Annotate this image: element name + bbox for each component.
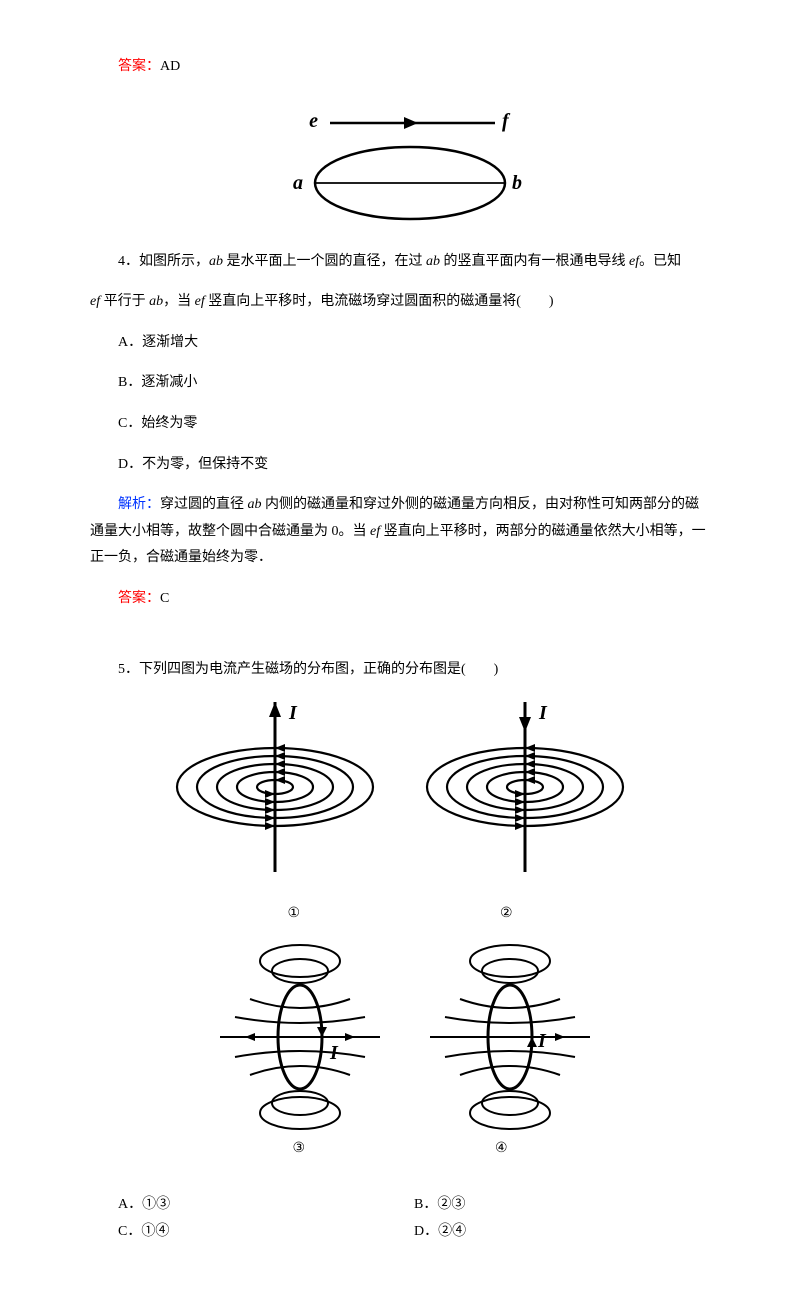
q4-stem-line2: ef 平行于 ab，当 ef 竖直向上平移时，电流磁场穿过圆面积的磁通量将( ) — [90, 289, 710, 316]
label-f: f — [502, 110, 511, 132]
answer-value: AD — [160, 59, 180, 74]
label-I4: I — [537, 1030, 547, 1052]
q5-optC: C．①④ — [118, 1219, 414, 1246]
q4-explain: 解析：穿过圆的直径 ab 内侧的磁通量和穿过外侧的磁通量方向相反，由对称性可知两… — [90, 492, 710, 572]
label-e: e — [309, 110, 318, 132]
fig-label-1: ① — [287, 901, 300, 928]
q5-stem: 5．下列四图为电流产生磁场的分布图，正确的分布图是( ) — [90, 657, 710, 684]
q3-answer: 答案：AD — [90, 54, 710, 81]
q5-number: 5． — [118, 662, 139, 677]
fig-label-4: ④ — [495, 1136, 508, 1163]
figure-q5-row1: I I ① ② — [90, 697, 710, 928]
label-b: b — [512, 172, 522, 194]
fig-label-3: ③ — [292, 1136, 305, 1163]
q4-optB: B．逐渐减小 — [90, 370, 710, 397]
q5-options-row2: C．①④ D．②④ — [118, 1219, 710, 1246]
q4-optC: C．始终为零 — [90, 411, 710, 438]
explain-label: 解析： — [118, 497, 160, 512]
answer-label: 答案： — [118, 591, 160, 606]
fig-label-2: ② — [500, 901, 513, 928]
q5-optB: B．②③ — [414, 1192, 710, 1219]
q4-optD: D．不为零，但保持不变 — [90, 452, 710, 479]
figure-q5-row2: I I — [90, 942, 710, 1163]
answer-label: 答案： — [118, 59, 160, 74]
q4-answer: 答案：C — [90, 586, 710, 613]
q4-number: 4． — [118, 254, 139, 269]
figure-q4: e f a b — [90, 95, 710, 235]
q5-optD: D．②④ — [414, 1219, 710, 1246]
label-a: a — [293, 172, 303, 194]
q4-optA: A．逐渐增大 — [90, 330, 710, 357]
q4-stem-line1: 4．如图所示，ab 是水平面上一个圆的直径，在过 ab 的竖直平面内有一根通电导… — [90, 249, 710, 276]
label-I2: I — [538, 702, 548, 724]
answer-value: C — [160, 591, 169, 606]
q5-options-row1: A．①③ B．②③ — [118, 1192, 710, 1219]
q5-optA: A．①③ — [118, 1192, 414, 1219]
label-I1: I — [288, 702, 298, 724]
